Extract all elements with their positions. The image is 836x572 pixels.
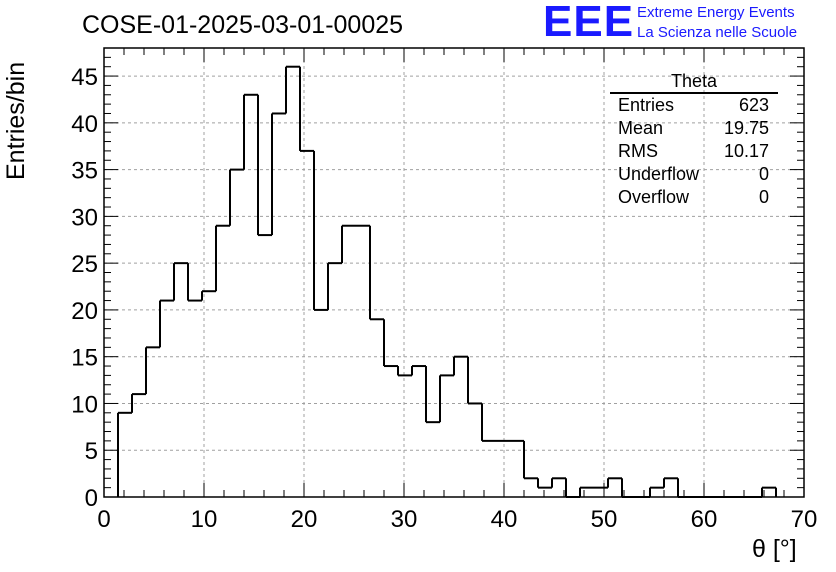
histogram-bin bbox=[285, 65, 300, 114]
histogram-bin bbox=[341, 224, 356, 264]
stats-title: Theta bbox=[610, 70, 778, 94]
stats-value: 19.75 bbox=[723, 118, 769, 138]
histogram-bin bbox=[439, 374, 454, 423]
y-tick-label: 25 bbox=[71, 251, 98, 278]
histogram-bin bbox=[397, 366, 412, 377]
logo-line-2: La Scienza nelle Scuole bbox=[637, 24, 798, 41]
y-tick-label: 10 bbox=[71, 391, 98, 418]
x-tick-label: 20 bbox=[291, 506, 318, 533]
histogram-bin bbox=[551, 477, 566, 488]
histogram-bin bbox=[145, 346, 160, 395]
x-axis-label: θ [°] bbox=[752, 535, 797, 563]
stats-value: 623 bbox=[738, 95, 769, 115]
histogram-bin bbox=[369, 225, 384, 321]
stats-row: RMS 10.17 bbox=[610, 140, 778, 163]
y-tick-label: 40 bbox=[71, 111, 98, 138]
histogram-bin bbox=[117, 411, 132, 497]
tick-labels: 0 10 20 30 40 50 60 70 0 5 10 15 20 25 30 35 40 45 bbox=[71, 64, 817, 533]
stats-label: Underflow bbox=[618, 164, 700, 184]
stats-value: 0 bbox=[758, 187, 769, 207]
histogram-bin bbox=[537, 478, 552, 489]
histogram-bin bbox=[425, 366, 440, 424]
histogram-bin bbox=[313, 150, 328, 311]
histogram-bin bbox=[131, 393, 146, 413]
histogram-bin bbox=[523, 440, 538, 480]
stats-row: Underflow 0 bbox=[610, 163, 778, 186]
histogram-bin bbox=[481, 403, 496, 442]
grid-lines bbox=[104, 48, 804, 497]
x-tick-label: 50 bbox=[591, 506, 618, 533]
stats-value: 0 bbox=[758, 164, 769, 184]
histogram-bin bbox=[201, 290, 216, 301]
histogram-bin bbox=[453, 355, 468, 376]
stats-value: 10.17 bbox=[723, 141, 769, 161]
histogram-bin bbox=[229, 168, 244, 226]
stats-label: Entries bbox=[618, 95, 675, 115]
histogram-bin bbox=[327, 262, 342, 310]
y-tick-label: 45 bbox=[71, 64, 98, 91]
histogram-bin bbox=[271, 112, 286, 236]
y-tick-label: 5 bbox=[85, 438, 98, 465]
histogram-bin bbox=[257, 94, 272, 237]
stats-row: Overflow 0 bbox=[610, 186, 778, 209]
y-tick-label: 35 bbox=[71, 158, 98, 185]
histogram-bin bbox=[187, 263, 202, 302]
histogram-bin bbox=[565, 478, 580, 498]
eee-logo: EEE bbox=[543, 0, 635, 46]
stats-row: Mean 19.75 bbox=[610, 117, 778, 140]
stats-label: Mean bbox=[618, 118, 664, 138]
x-tick-label: 30 bbox=[391, 506, 418, 533]
stats-row: Entries 623 bbox=[610, 94, 778, 117]
histogram-bin bbox=[467, 356, 482, 405]
chart-title: COSE-01-2025-03-01-00025 bbox=[82, 11, 404, 39]
histogram-bin bbox=[663, 477, 678, 488]
histogram-bin bbox=[173, 262, 188, 301]
x-tick-label: 70 bbox=[791, 506, 818, 533]
x-tick-label: 10 bbox=[191, 506, 218, 533]
y-axis-label: Entries/bin bbox=[2, 61, 30, 180]
y-tick-label: 30 bbox=[71, 204, 98, 231]
histogram-bin bbox=[649, 486, 664, 497]
logo-line-1: Extreme Energy Events bbox=[637, 4, 795, 21]
x-tick-label: 40 bbox=[491, 506, 518, 533]
histogram-bin bbox=[243, 93, 258, 170]
x-tick-label: 60 bbox=[691, 506, 718, 533]
histogram-bin bbox=[761, 486, 776, 497]
y-tick-label: 0 bbox=[85, 485, 98, 512]
y-tick-label: 20 bbox=[71, 298, 98, 325]
histogram-bin bbox=[299, 66, 314, 152]
x-tick-label: 0 bbox=[97, 506, 110, 533]
stats-box: Theta Entries 623 Mean 19.75 RMS 10.17 U… bbox=[610, 70, 778, 209]
axes bbox=[103, 47, 805, 498]
histogram-bin bbox=[215, 224, 230, 292]
histogram-bin bbox=[607, 477, 622, 488]
stats-label: Overflow bbox=[618, 187, 690, 207]
y-tick-label: 15 bbox=[71, 345, 98, 372]
histogram-bin bbox=[677, 478, 692, 498]
histogram-bin bbox=[159, 299, 174, 348]
histogram-bin bbox=[383, 319, 398, 368]
histogram-bin bbox=[579, 486, 594, 497]
histogram-bin bbox=[411, 365, 426, 376]
stats-label: RMS bbox=[618, 141, 658, 161]
